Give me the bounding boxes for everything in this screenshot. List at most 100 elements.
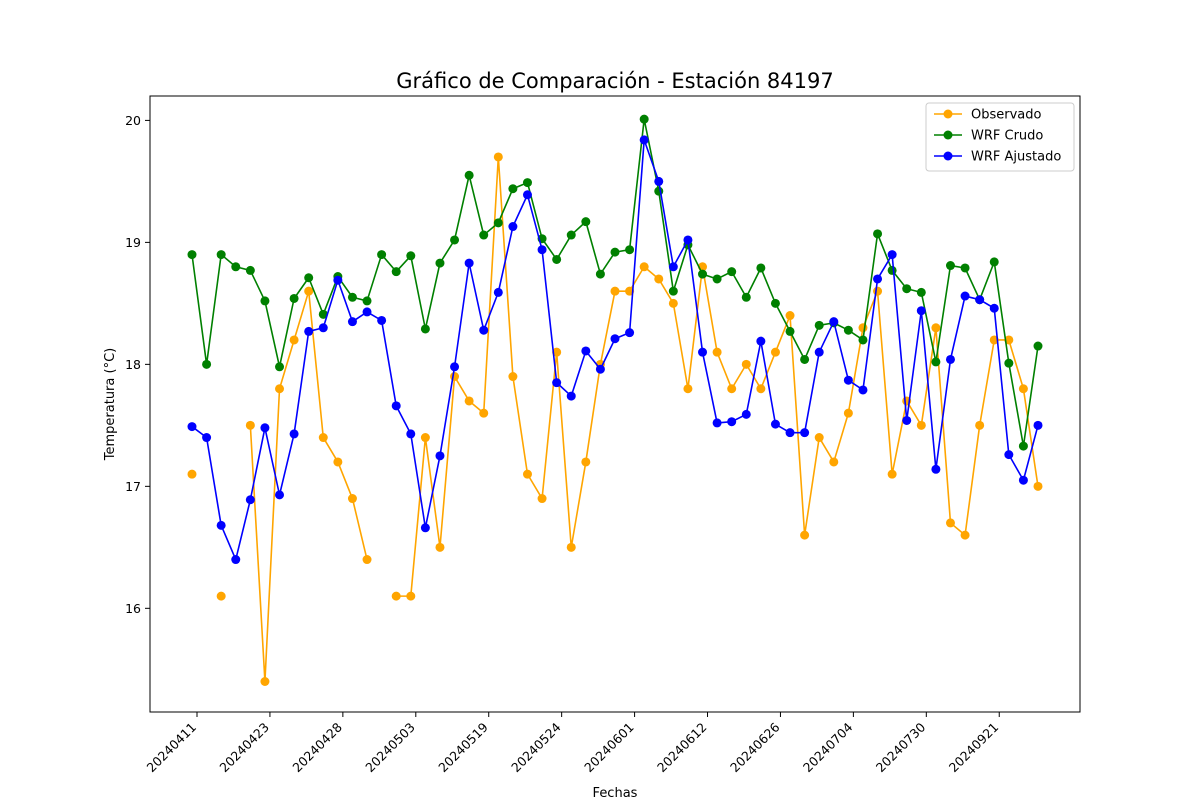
- series-0-point-32: [654, 274, 664, 284]
- legend-marker-1: [943, 130, 953, 140]
- series-1-point-27: [581, 217, 591, 227]
- series-0-point-46: [858, 323, 868, 333]
- series-1-point-56: [1004, 358, 1014, 368]
- series-1-point-4: [245, 265, 255, 275]
- series-1-point-35: [698, 269, 708, 279]
- series-2-point-39: [756, 336, 766, 346]
- chart-title: Gráfico de Comparación - Estación 84197: [396, 69, 833, 93]
- series-0-point-24: [537, 494, 547, 504]
- series-1-point-13: [377, 250, 387, 260]
- series-0-point-37: [727, 384, 737, 394]
- y-tick-label-1: 17: [125, 479, 141, 494]
- series-1-point-18: [450, 235, 460, 245]
- series-0-point-8: [304, 286, 314, 296]
- x-tick-label-0: 20240411: [144, 720, 200, 776]
- series-0-point-16: [420, 433, 430, 443]
- series-0-point-47: [873, 286, 883, 296]
- series-1-point-0: [187, 250, 197, 260]
- x-tick-label-7: 20240612: [654, 720, 710, 776]
- series-1-point-46: [858, 335, 868, 345]
- series-1-point-25: [552, 254, 562, 264]
- series-2-point-35: [698, 347, 708, 357]
- series-2-point-15: [406, 429, 416, 439]
- series-2-point-46: [858, 385, 868, 395]
- series-0-point-45: [843, 408, 853, 418]
- series-0-point-17: [435, 542, 445, 552]
- series-2-point-14: [391, 401, 401, 411]
- series-2-point-13: [377, 315, 387, 325]
- x-tick-label-6: 20240601: [581, 720, 637, 776]
- series-1-point-16: [420, 324, 430, 334]
- legend-label-0: Observado: [971, 108, 1042, 123]
- series-1-point-51: [931, 357, 941, 367]
- x-axis: 20240411 20240423 20240428 20240503 20240519…: [144, 712, 1002, 776]
- series-2-point-20: [479, 325, 489, 335]
- y-tick-label-3: 19: [125, 235, 141, 250]
- series-2-point-3: [231, 555, 241, 565]
- series-2-point-17: [435, 451, 445, 461]
- series-2-point-10: [333, 275, 343, 285]
- series-0-point-11: [347, 494, 357, 504]
- series-2-point-51: [931, 464, 941, 474]
- series-1-point-29: [610, 247, 620, 257]
- series-1-point-2: [216, 250, 226, 260]
- plot-area: [150, 96, 1080, 712]
- series-0-point-5: [260, 677, 270, 686]
- series-2-point-49: [902, 415, 912, 425]
- series-1-point-3: [231, 262, 241, 272]
- series-1-point-22: [508, 184, 518, 194]
- series-0-point-48: [887, 469, 897, 479]
- series-1-point-1: [202, 359, 212, 369]
- series-0-point-43: [814, 433, 824, 443]
- series-0-point-41: [785, 311, 795, 321]
- x-axis-label: Fechas: [593, 786, 638, 800]
- series-1-point-21: [493, 218, 503, 228]
- series-2-point-30: [625, 328, 635, 338]
- x-tick-label-2: 20240428: [289, 719, 345, 775]
- series-0-point-20: [479, 408, 489, 418]
- series-2-point-6: [275, 490, 285, 500]
- series-1-point-41: [785, 326, 795, 336]
- series-0-point-40: [770, 347, 780, 357]
- series-2-point-33: [668, 262, 678, 272]
- series-2-point-5: [260, 423, 270, 433]
- series-1-point-33: [668, 286, 678, 296]
- series-1-point-20: [479, 230, 489, 240]
- series-0-point-31: [639, 262, 649, 272]
- series-0-point-33: [668, 298, 678, 308]
- series-2-point-4: [245, 495, 255, 505]
- series-0-point-44: [829, 457, 839, 467]
- series-1-point-23: [522, 178, 532, 188]
- x-tick-label-8: 20240626: [727, 719, 783, 775]
- series-2-point-41: [785, 428, 795, 438]
- series-0-point-6: [275, 384, 285, 394]
- series-2-point-21: [493, 287, 503, 297]
- series-2-point-34: [683, 235, 693, 245]
- series-1-point-42: [800, 354, 810, 364]
- y-tick-label-0: 16: [125, 601, 141, 616]
- series-1-point-32: [654, 186, 664, 196]
- series-0-point-18: [450, 372, 460, 382]
- series-0-point-22: [508, 372, 518, 382]
- legend-label-2: WRF Ajustado: [971, 150, 1061, 165]
- series-1-point-19: [464, 170, 474, 180]
- x-tick-label-11: 20240921: [946, 720, 1002, 776]
- series-1-point-14: [391, 267, 401, 277]
- series-0-point-38: [741, 359, 751, 369]
- series-1-point-31: [639, 114, 649, 124]
- series-2-point-50: [916, 306, 926, 316]
- series-0-point-29: [610, 286, 620, 296]
- legend-box: [925, 102, 1075, 172]
- series-2-point-22: [508, 222, 518, 232]
- series-2-point-29: [610, 334, 620, 344]
- series-0-point-0: [187, 469, 197, 479]
- series-2-point-8: [304, 326, 314, 336]
- x-tick-label-3: 20240503: [362, 720, 418, 776]
- series-1-point-55: [989, 257, 999, 267]
- series-1-point-37: [727, 267, 737, 277]
- series-2-point-12: [362, 307, 372, 317]
- series-0-point-14: [391, 591, 401, 601]
- series-1-point-6: [275, 362, 285, 372]
- series-0-point-58: [1033, 481, 1043, 491]
